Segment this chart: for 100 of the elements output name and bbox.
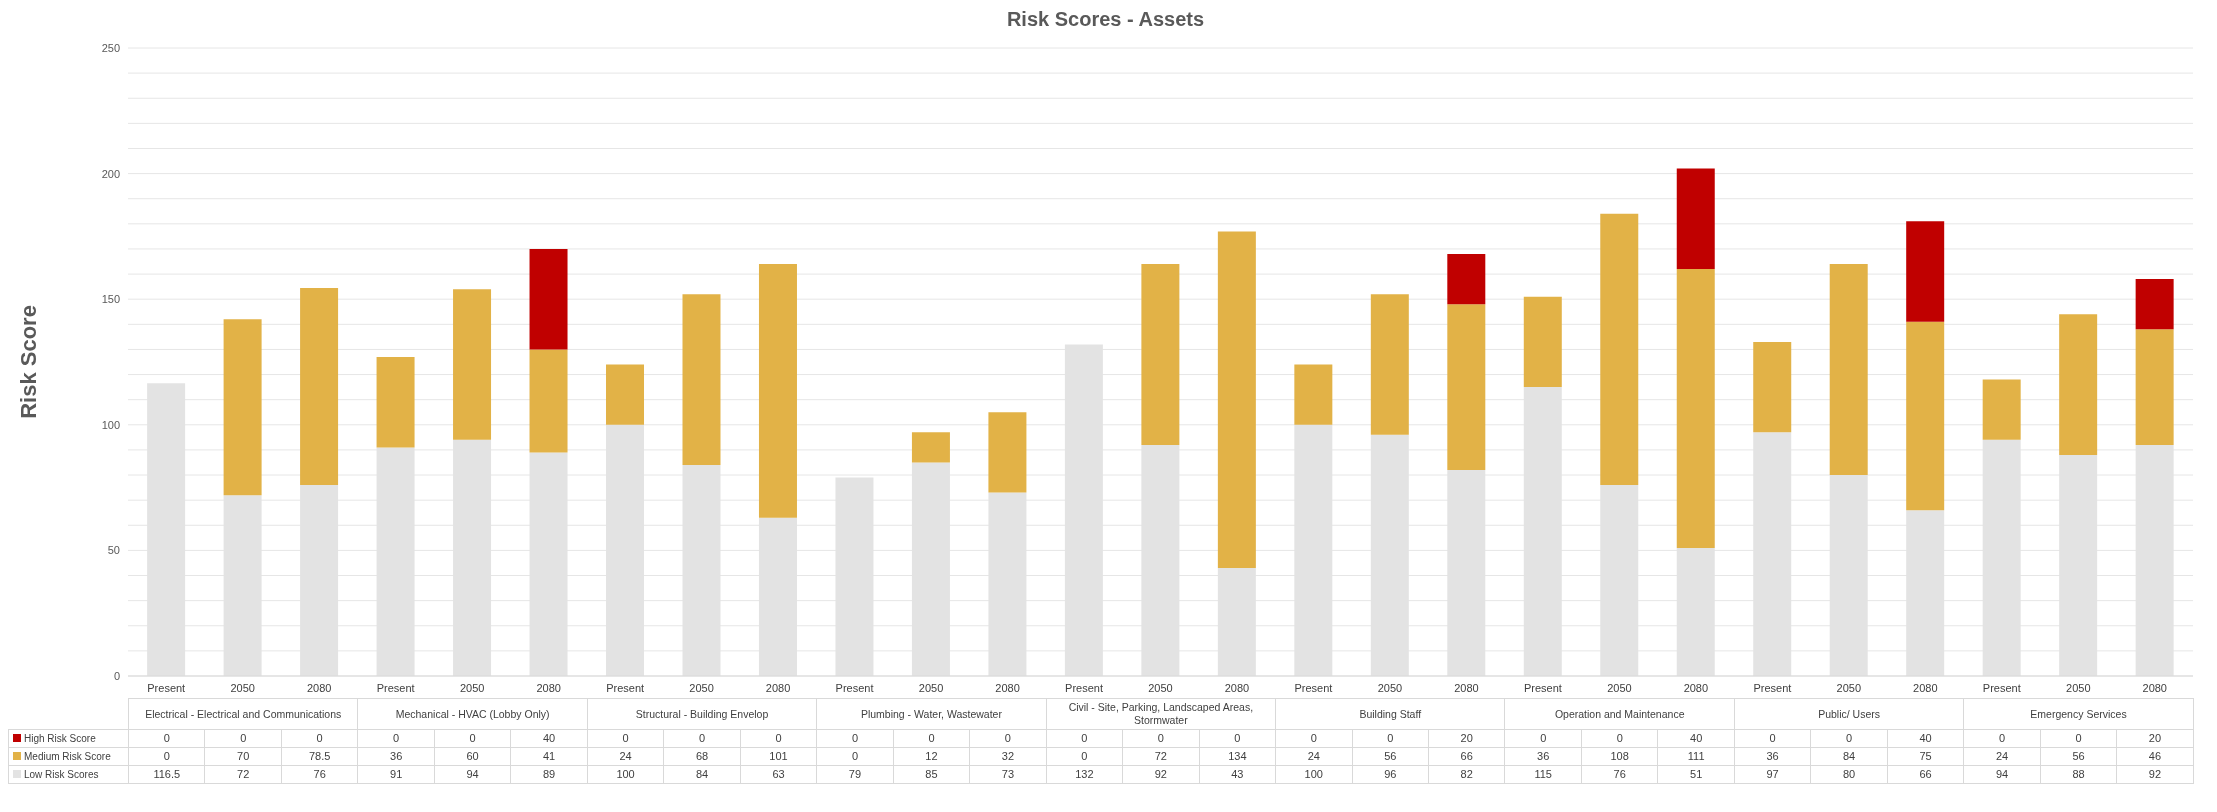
data-label: 0 bbox=[969, 729, 1047, 748]
data-label: 0 bbox=[1352, 729, 1429, 748]
data-label: 66 bbox=[1428, 747, 1505, 766]
data-label: 0 bbox=[893, 729, 970, 748]
bar bbox=[758, 264, 797, 518]
bar bbox=[529, 349, 568, 453]
bar bbox=[911, 432, 950, 463]
data-label: 80 bbox=[1810, 765, 1888, 784]
data-label: 72 bbox=[204, 765, 282, 784]
x-tick-label: 2080 bbox=[306, 681, 332, 694]
data-label: 108 bbox=[1581, 747, 1658, 766]
y-axis-title: Risk Score bbox=[15, 305, 41, 419]
data-label: 89 bbox=[510, 765, 588, 784]
bar bbox=[376, 356, 415, 448]
bar bbox=[453, 289, 492, 440]
data-label: 0 bbox=[1504, 729, 1582, 748]
data-label: 0 bbox=[128, 729, 205, 748]
data-label: 78.5 bbox=[281, 747, 358, 766]
bar bbox=[1447, 253, 1486, 305]
data-label: 20 bbox=[2116, 729, 2194, 748]
x-tick-label: Present bbox=[1294, 681, 1333, 694]
data-label: 0 bbox=[128, 747, 205, 766]
x-tick-label: 2080 bbox=[1224, 681, 1250, 694]
legend-label: Medium Risk Score bbox=[8, 747, 129, 766]
text: Building Staff bbox=[1275, 698, 1505, 730]
x-tick-label: Present bbox=[1982, 681, 2021, 694]
x-tick-label: 2080 bbox=[1913, 681, 1938, 694]
data-label: 0 bbox=[1046, 729, 1123, 748]
bar bbox=[1141, 264, 1180, 445]
data-label: 63 bbox=[740, 765, 817, 784]
bar bbox=[2135, 279, 2174, 330]
bar bbox=[606, 364, 645, 425]
bar bbox=[1523, 296, 1562, 388]
data-label: 84 bbox=[1810, 747, 1888, 766]
text: Emergency Services bbox=[1963, 698, 2194, 730]
data-label: 0 bbox=[1810, 729, 1888, 748]
data-label: 92 bbox=[1122, 765, 1200, 784]
data-label: 0 bbox=[1046, 747, 1123, 766]
bar bbox=[2059, 314, 2098, 455]
data-label: 96 bbox=[1352, 765, 1429, 784]
text: Structural - Building Envelop bbox=[587, 698, 817, 730]
data-label: 24 bbox=[587, 747, 664, 766]
data-label: 0 bbox=[1199, 729, 1276, 748]
data-label: 12 bbox=[893, 747, 970, 766]
bar bbox=[1294, 364, 1333, 425]
data-label: 100 bbox=[587, 765, 664, 784]
data-label: 0 bbox=[357, 729, 435, 748]
data-label: 51 bbox=[1657, 765, 1735, 784]
y-tick-label: 0 bbox=[113, 669, 120, 682]
data-label: 0 bbox=[816, 747, 894, 766]
text: Mechanical - HVAC (Lobby Only) bbox=[357, 698, 588, 730]
data-label: 40 bbox=[1657, 729, 1735, 748]
bar bbox=[1447, 304, 1486, 471]
bar bbox=[1676, 269, 1715, 548]
bar bbox=[988, 412, 1027, 493]
bar bbox=[300, 287, 339, 486]
data-label: 76 bbox=[281, 765, 358, 784]
data-label: 56 bbox=[2040, 747, 2117, 766]
legend-label: High Risk Score bbox=[8, 729, 129, 748]
data-label: 132 bbox=[1046, 765, 1123, 784]
data-label: 40 bbox=[1887, 729, 1964, 748]
x-tick-label: Present bbox=[1523, 681, 1562, 694]
bar bbox=[1217, 231, 1256, 568]
x-tick-label: 2050 bbox=[2066, 681, 2091, 694]
data-label: 40 bbox=[510, 729, 588, 748]
data-label: 85 bbox=[893, 765, 970, 784]
data-label: 134 bbox=[1199, 747, 1276, 766]
x-tick-label: 2050 bbox=[1607, 681, 1632, 694]
data-label: 75 bbox=[1887, 747, 1964, 766]
data-label: 36 bbox=[1504, 747, 1582, 766]
data-label: 0 bbox=[663, 729, 741, 748]
data-label: 94 bbox=[1963, 765, 2041, 784]
data-label: 91 bbox=[357, 765, 435, 784]
x-tick-label: Present bbox=[1065, 681, 1103, 694]
data-label: 0 bbox=[204, 729, 282, 748]
data-label: 73 bbox=[969, 765, 1047, 784]
x-tick-label: 2080 bbox=[765, 681, 791, 694]
bar bbox=[1370, 294, 1409, 435]
data-label: 24 bbox=[1275, 747, 1353, 766]
bar bbox=[1982, 379, 2021, 440]
chart-title: Risk Scores - Assets bbox=[1005, 8, 1206, 32]
bar bbox=[2135, 329, 2174, 445]
data-label: 0 bbox=[1581, 729, 1658, 748]
data-label: 20 bbox=[1428, 729, 1505, 748]
y-tick-label: 50 bbox=[107, 544, 120, 557]
data-label: 88 bbox=[2040, 765, 2117, 784]
data-label: 0 bbox=[1963, 729, 2041, 748]
data-label: 24 bbox=[1963, 747, 2041, 766]
data-label: 41 bbox=[510, 747, 588, 766]
bar bbox=[529, 248, 568, 350]
x-tick-label: 2050 bbox=[918, 681, 944, 694]
x-tick-label: 2050 bbox=[230, 681, 255, 694]
data-label: 94 bbox=[434, 765, 511, 784]
data-label: 116.5 bbox=[128, 765, 205, 784]
x-tick-label: 2080 bbox=[2142, 681, 2167, 694]
bar bbox=[1600, 213, 1639, 486]
x-tick-label: 2080 bbox=[1683, 681, 1709, 694]
data-label: 68 bbox=[663, 747, 741, 766]
data-label: 76 bbox=[1581, 765, 1658, 784]
data-label: 115 bbox=[1504, 765, 1582, 784]
